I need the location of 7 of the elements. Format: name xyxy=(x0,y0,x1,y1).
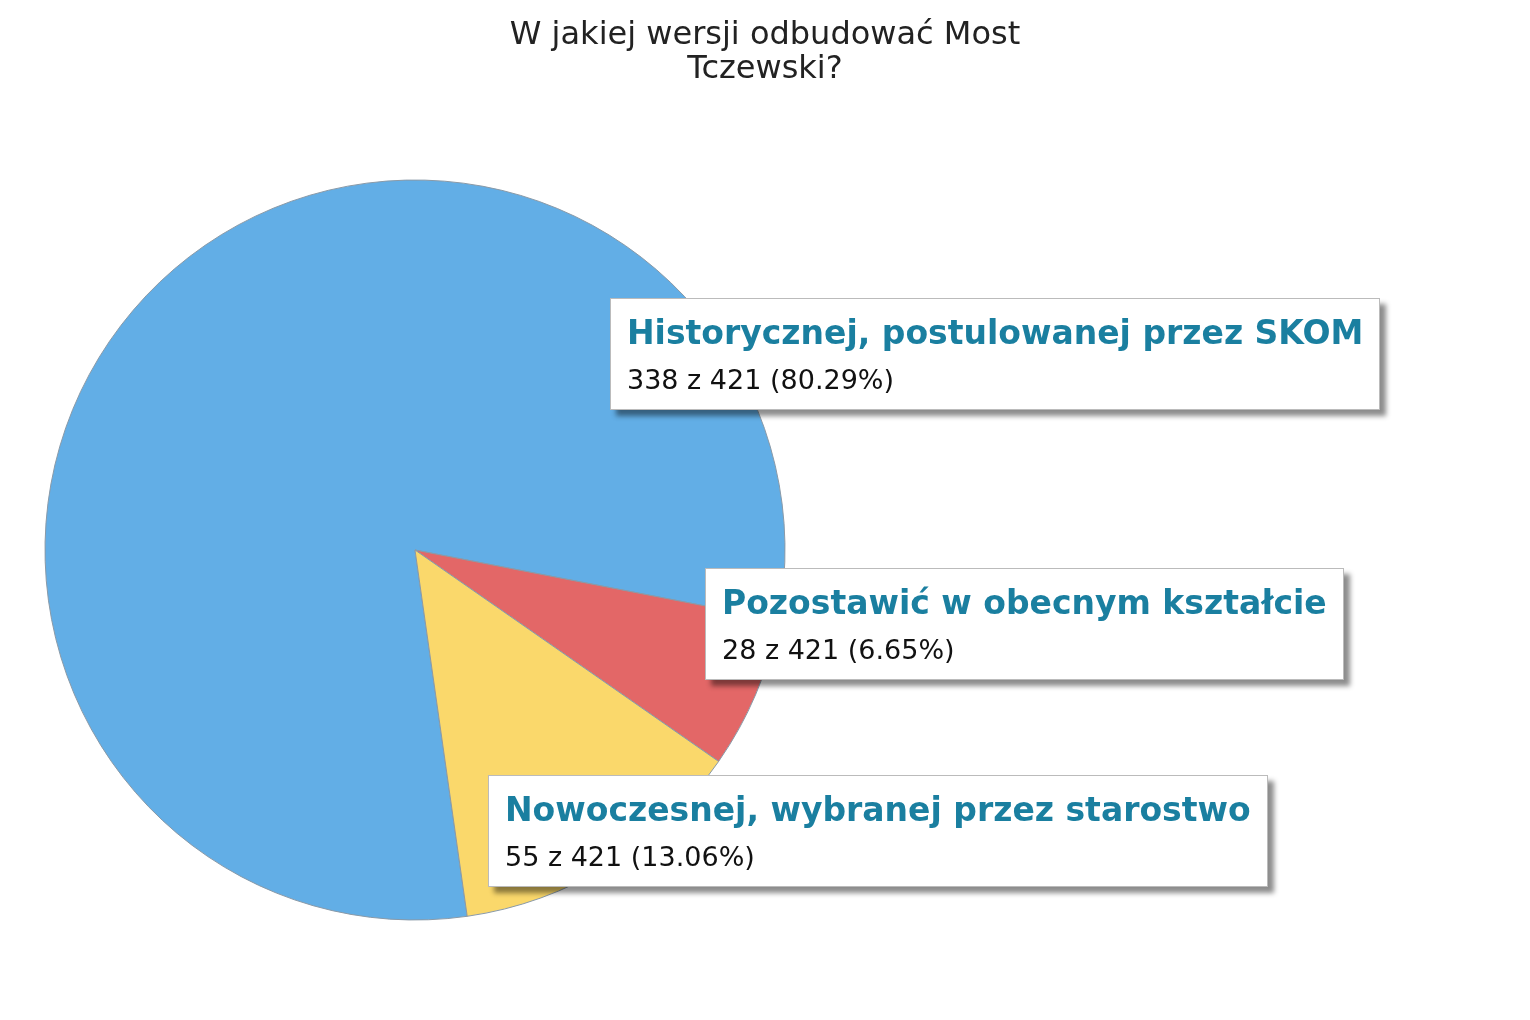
slice-label: Nowoczesnej, wybranej przez starostwo xyxy=(505,790,1251,829)
slice-label: Pozostawić w obecnym kształcie xyxy=(722,583,1327,622)
chart-title: W jakiej wersji odbudować Most Tczewski? xyxy=(509,14,1021,86)
data-label: 28 z 421 (6.65%) xyxy=(722,634,956,665)
data-label: 55 z 421 (13.06%) xyxy=(505,841,756,872)
slice-label: Historycznej, postulowanej przez SKOM xyxy=(627,313,1364,352)
data-label: 338 z 421 (80.29%) xyxy=(627,364,895,395)
